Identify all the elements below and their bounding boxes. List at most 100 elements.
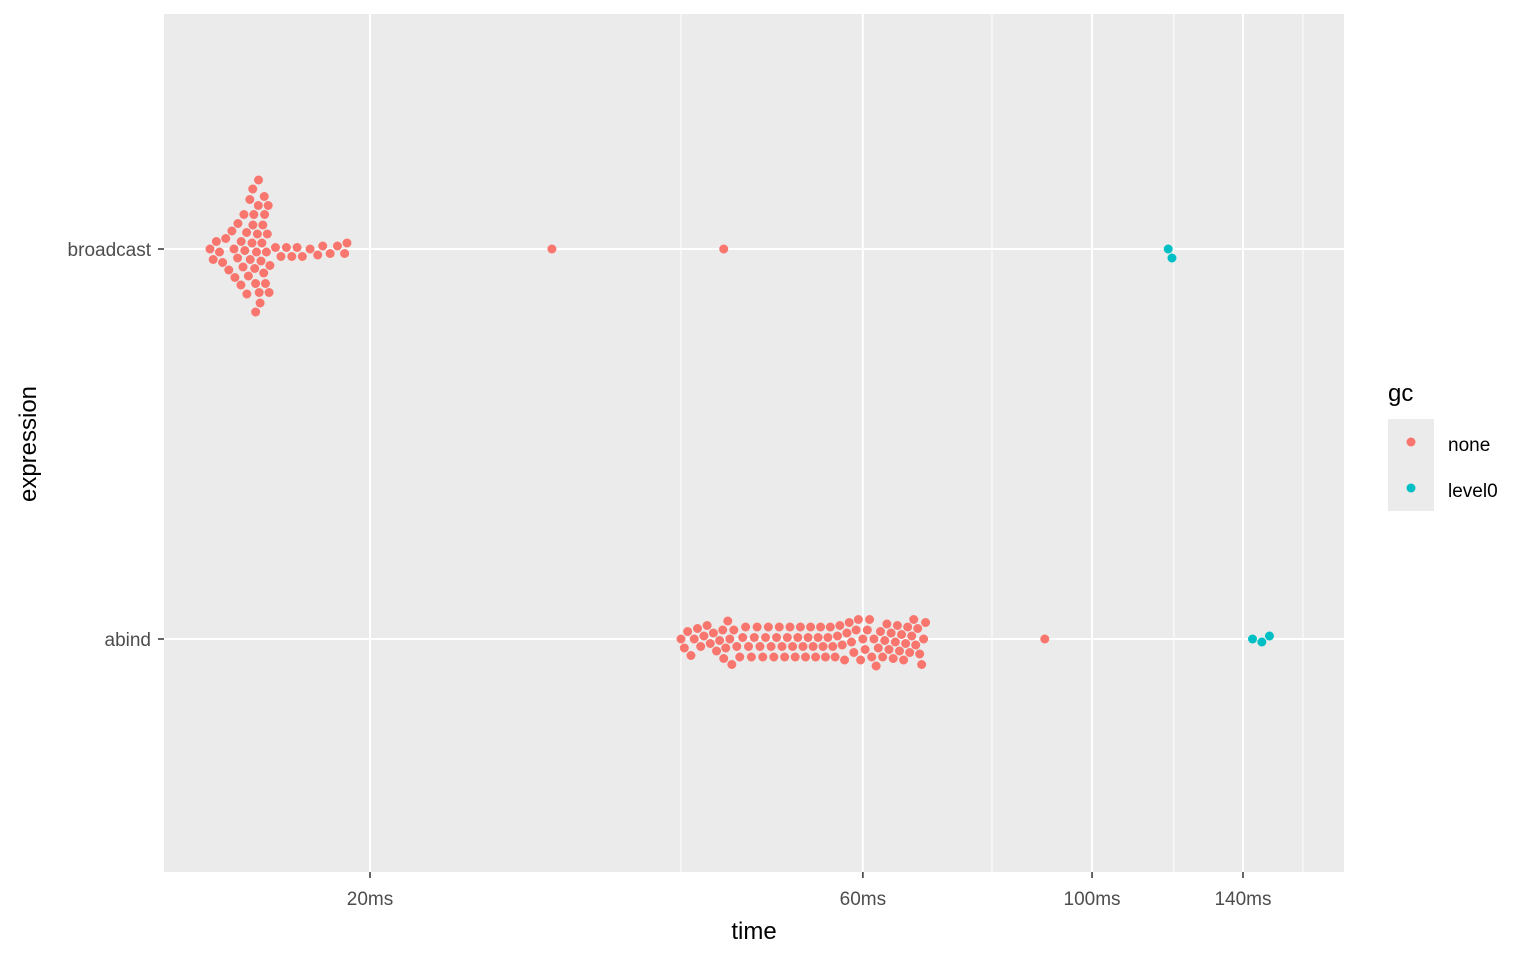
point-none-abind-105: [795, 622, 805, 632]
point-level0-broadcast-164: [1167, 253, 1177, 263]
point-none-broadcast-0: [229, 244, 239, 254]
point-none-abind-144: [886, 628, 896, 638]
point-none-abind-161: [921, 618, 931, 627]
point-none-abind-130: [856, 655, 866, 665]
point-none-broadcast-12: [251, 279, 261, 288]
point-none-abind-100: [782, 633, 792, 642]
point-none-abind-126: [847, 637, 857, 647]
legend-key-none: [1406, 437, 1416, 447]
point-none-broadcast-50: [287, 252, 297, 261]
point-none-abind-162: [1040, 634, 1050, 644]
point-none-abind-135: [867, 652, 877, 662]
point-none-abind-63: [683, 627, 693, 636]
point-level0-broadcast-163: [1163, 244, 1173, 254]
x-tick-label-1: 60ms: [840, 889, 886, 910]
point-none-broadcast-38: [236, 280, 246, 290]
legend-key-background: [1388, 419, 1434, 511]
point-none-abind-72: [712, 646, 722, 656]
point-none-abind-134: [865, 615, 875, 624]
point-none-abind-131: [858, 634, 868, 644]
point-none-abind-145: [888, 654, 898, 663]
point-none-broadcast-57: [332, 241, 342, 251]
legend: gc none level0: [1388, 380, 1498, 511]
point-none-abind-70: [705, 639, 715, 648]
point-none-abind-62: [679, 643, 689, 653]
point-none-broadcast-25: [262, 229, 272, 239]
point-none-abind-88: [749, 633, 759, 642]
point-none-abind-115: [820, 652, 830, 662]
point-none-broadcast-14: [252, 229, 262, 239]
point-none-abind-95: [769, 652, 779, 662]
point-none-abind-103: [790, 652, 800, 662]
point-none-broadcast-26: [263, 201, 273, 210]
legend-title: gc: [1388, 380, 1413, 407]
point-none-broadcast-23: [261, 279, 270, 288]
point-none-abind-120: [832, 631, 842, 641]
point-none-abind-132: [860, 645, 870, 654]
point-none-broadcast-75: [719, 244, 729, 254]
point-none-abind-122: [837, 640, 847, 650]
point-none-abind-158: [915, 649, 925, 659]
point-none-broadcast-11: [250, 264, 260, 273]
point-none-abind-92: [761, 633, 771, 642]
point-none-abind-121: [835, 621, 845, 630]
point-none-abind-156: [911, 640, 921, 650]
x-axis: 20ms 60ms 100ms 140ms: [347, 872, 1272, 910]
point-none-abind-78: [723, 616, 733, 626]
point-none-abind-150: [899, 655, 909, 665]
point-none-abind-113: [816, 622, 826, 632]
point-level0-abind-166: [1257, 637, 1267, 647]
point-none-broadcast-58: [340, 249, 350, 258]
point-none-abind-77: [721, 643, 731, 653]
point-none-broadcast-3: [238, 262, 248, 272]
point-none-broadcast-60: [547, 244, 557, 254]
y-tick-label-abind: abind: [105, 630, 152, 651]
point-none-broadcast-28: [205, 244, 215, 254]
point-none-abind-68: [699, 631, 709, 641]
point-none-broadcast-48: [276, 252, 286, 261]
x-tick-label-2: 100ms: [1064, 889, 1121, 910]
point-none-abind-160: [919, 634, 929, 644]
point-none-broadcast-8: [247, 238, 257, 248]
point-level0-abind-167: [1264, 631, 1274, 641]
point-none-broadcast-18: [256, 256, 266, 266]
y-tick-label-broadcast: broadcast: [68, 240, 152, 261]
point-level0-abind-165: [1248, 634, 1258, 644]
point-none-abind-104: [793, 633, 803, 642]
point-none-abind-97: [774, 622, 784, 632]
point-none-broadcast-1: [233, 253, 243, 263]
point-none-abind-108: [803, 633, 813, 642]
point-none-broadcast-29: [208, 255, 218, 264]
point-none-abind-79: [725, 634, 735, 644]
point-none-abind-83: [735, 652, 745, 662]
point-none-broadcast-20: [258, 220, 268, 230]
point-none-broadcast-44: [254, 175, 264, 185]
point-none-abind-159: [917, 660, 927, 669]
y-axis-title: expression: [15, 386, 42, 502]
x-tick-label-3: 140ms: [1214, 889, 1271, 910]
point-none-abind-80: [727, 660, 737, 669]
y-axis: broadcast abind: [68, 240, 164, 651]
point-none-abind-66: [692, 624, 702, 633]
point-none-broadcast-17: [255, 298, 265, 308]
x-axis-title: time: [731, 918, 776, 945]
point-none-abind-81: [729, 625, 739, 635]
point-none-abind-138: [873, 643, 883, 653]
point-none-abind-127: [849, 648, 859, 657]
point-none-broadcast-41: [245, 195, 255, 204]
point-none-broadcast-32: [218, 258, 228, 267]
minor-gridlines: [680, 14, 1304, 872]
point-none-abind-155: [909, 615, 919, 624]
point-none-broadcast-27: [264, 288, 274, 297]
point-none-broadcast-10: [249, 210, 259, 219]
point-none-abind-65: [689, 634, 699, 644]
legend-label-level0: level0: [1448, 481, 1498, 502]
major-gridlines: [164, 14, 1344, 872]
point-none-broadcast-37: [233, 219, 243, 228]
point-none-broadcast-21: [259, 268, 269, 278]
x-tick-label-0: 20ms: [347, 889, 393, 910]
point-none-abind-96: [772, 633, 782, 642]
point-none-broadcast-42: [248, 184, 258, 194]
point-none-abind-89: [752, 622, 762, 632]
point-none-broadcast-55: [318, 241, 328, 251]
